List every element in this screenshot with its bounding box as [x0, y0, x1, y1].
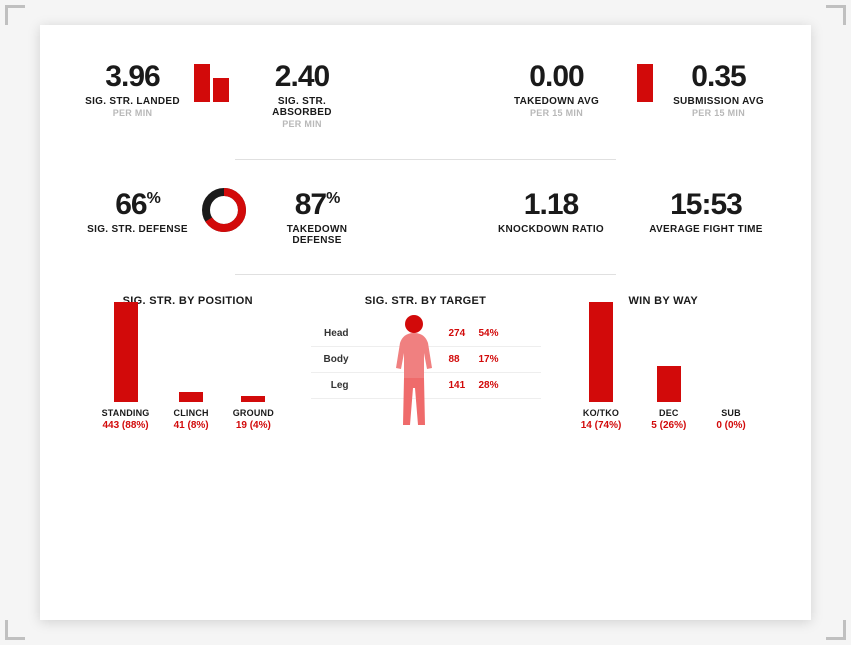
bar: [657, 366, 681, 402]
section-target: SIG. STR. BY TARGET Head 27454% Body 8817% L…: [311, 295, 541, 431]
stat-sub-avg: 0.35 SUBMISSION AVG PER 15 MIN: [671, 60, 766, 118]
stat-sublabel: PER MIN: [85, 108, 180, 118]
bar: [179, 392, 203, 402]
bar-value: 41 (8%): [174, 420, 209, 431]
mini-bar: [213, 78, 229, 102]
bar: [114, 302, 138, 402]
winby-bars: KO/TKO 14 (74%) DEC 5 (26%) SUB 0 (0%): [561, 321, 767, 431]
bar-value: 14 (74%): [581, 420, 622, 431]
stat-label: KNOCKDOWN RATIO: [496, 224, 606, 235]
crop-corner-br: [826, 620, 846, 640]
stat-value: 0.35: [671, 60, 766, 94]
stat-value: 0.00: [509, 60, 604, 94]
mini-bar: [637, 64, 653, 102]
bar: [589, 302, 613, 402]
stat-value: 1.18: [496, 188, 606, 222]
target-breakdown: Head 27454% Body 8817% Leg 14128%: [311, 321, 541, 399]
stat-str-defense: 66% SIG. STR. DEFENSE: [85, 188, 190, 235]
stat-label: SIG. STR. DEFENSE: [85, 224, 190, 235]
stat-td-avg: 0.00 TAKEDOWN AVG PER 15 MIN: [509, 60, 604, 118]
bar-column: STANDING 443 (88%): [102, 302, 150, 431]
bar-value: 443 (88%): [102, 420, 148, 431]
bar-value: 5 (26%): [651, 420, 686, 431]
stat-label: SIG. STR. LANDED: [85, 96, 180, 107]
bar-label: STANDING: [102, 408, 150, 418]
bar-column: CLINCH 41 (8%): [174, 392, 209, 431]
bar: [241, 396, 265, 402]
row-breakdowns: SIG. STR. BY POSITION STANDING443 (88%)C…: [85, 295, 766, 431]
bar-column: SUB 0 (0%): [716, 402, 745, 431]
stat-fight-time: 15:53 AVERAGE FIGHT TIME: [646, 188, 766, 235]
mini-bars-striking: [194, 60, 229, 102]
stat-label: SIG. STR. ABSORBED: [247, 96, 357, 118]
bar-column: KO/TKO 14 (74%): [581, 302, 622, 431]
bar-value: 19 (4%): [236, 420, 271, 431]
bar-label: CLINCH: [174, 408, 209, 418]
bar-label: SUB: [721, 408, 741, 418]
mini-bar: [194, 64, 210, 102]
stat-kd-ratio: 1.18 KNOCKDOWN RATIO: [496, 188, 606, 235]
body-figure-icon: [369, 313, 459, 433]
stat-value: 87%: [262, 188, 372, 222]
target-label: Body: [311, 354, 359, 365]
row-striking-rates: 3.96 SIG. STR. LANDED PER MIN 2.40 SIG. …: [85, 60, 766, 129]
target-label: Leg: [311, 380, 359, 391]
target-values: 8817%: [449, 354, 541, 365]
stat-value: 3.96: [85, 60, 180, 94]
row-defense: 66% SIG. STR. DEFENSE 87% TAKEDOWN DEFEN…: [85, 188, 766, 246]
stats-card: 3.96 SIG. STR. LANDED PER MIN 2.40 SIG. …: [40, 25, 811, 620]
divider: [235, 159, 616, 160]
position-bars: STANDING 443 (88%) CLINCH 41 (8%) GROUND 19 (…: [85, 321, 291, 431]
defense-donut-icon: [202, 188, 246, 232]
stat-label: TAKEDOWN DEFENSE: [262, 224, 372, 246]
target-label: Head: [311, 328, 359, 339]
divider: [235, 274, 616, 275]
bar-value: 0 (0%): [716, 420, 745, 431]
mini-bars-grappling: [618, 60, 653, 102]
bar-column: GROUND 19 (4%): [233, 396, 274, 431]
stat-str-landed: 3.96 SIG. STR. LANDED PER MIN: [85, 60, 180, 118]
target-values: 27454%: [449, 328, 541, 339]
target-values: 14128%: [449, 380, 541, 391]
crop-corner-tr: [826, 5, 846, 25]
bar-label: KO/TKO: [583, 408, 619, 418]
stat-label: TAKEDOWN AVG: [509, 96, 604, 107]
crop-corner-tl: [5, 5, 25, 25]
bar-column: DEC 5 (26%): [651, 366, 686, 431]
stat-sublabel: PER 15 MIN: [671, 108, 766, 118]
stat-value: 15:53: [646, 188, 766, 222]
stat-value: 2.40: [247, 60, 357, 94]
section-title: SIG. STR. BY TARGET: [311, 295, 541, 307]
bar-label: DEC: [659, 408, 679, 418]
bar-label: GROUND: [233, 408, 274, 418]
stat-str-absorbed: 2.40 SIG. STR. ABSORBED PER MIN: [247, 60, 357, 129]
stat-value: 66%: [85, 188, 190, 222]
section-position: SIG. STR. BY POSITION STANDING443 (88%)C…: [85, 295, 291, 431]
section-winby: WIN BY WAY KO/TKO14 (74%)DEC5 (26%)SUB0 …: [561, 295, 767, 431]
stat-label: SUBMISSION AVG: [671, 96, 766, 107]
stat-td-defense: 87% TAKEDOWN DEFENSE: [262, 188, 372, 246]
stat-sublabel: PER MIN: [247, 119, 357, 129]
stat-label: AVERAGE FIGHT TIME: [646, 224, 766, 235]
stat-sublabel: PER 15 MIN: [509, 108, 604, 118]
crop-corner-bl: [5, 620, 25, 640]
